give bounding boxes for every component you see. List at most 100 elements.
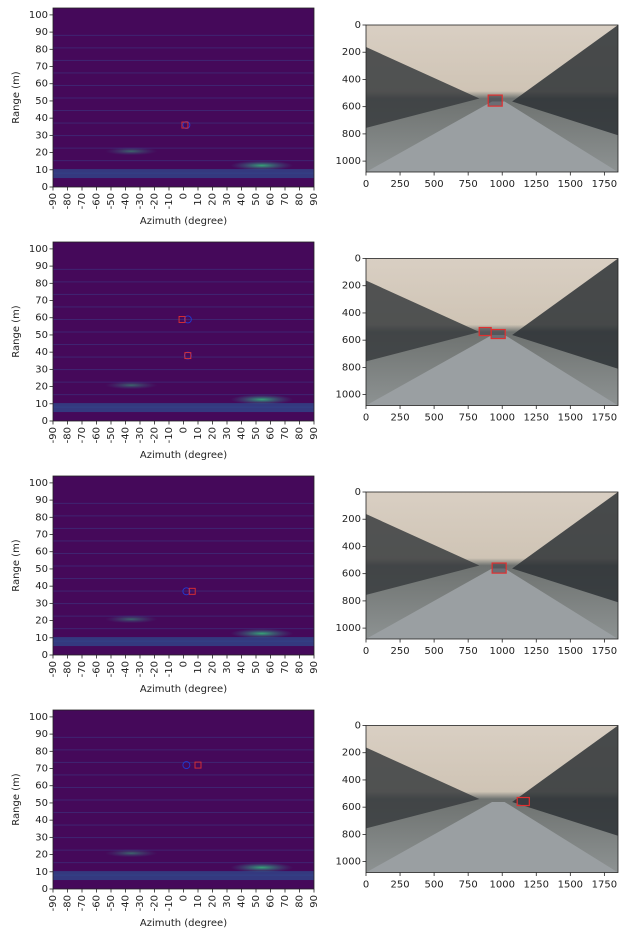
- x-tick-label: 1750: [592, 179, 617, 190]
- x-tick-label: 1750: [592, 646, 617, 657]
- camera-panel: 0 250 500 750 1000 1250 1500 1750 0 200 400 600 800 1…: [336, 721, 619, 891]
- heatmap-streak: [53, 515, 314, 517]
- y-tick-label: 50: [35, 96, 48, 107]
- y-tick-label: 40: [35, 815, 48, 826]
- heatmap-blob: [230, 862, 294, 873]
- heatmap-streak: [53, 293, 314, 295]
- heatmap-streak: [53, 749, 314, 751]
- detection-marker: [183, 351, 192, 360]
- heatmap-streak: [53, 603, 314, 605]
- x-tick-label: -20: [150, 193, 161, 209]
- x-tick-label: 1000: [489, 646, 514, 657]
- x-tick-label: 10: [193, 895, 204, 908]
- x-tick-label: 0: [179, 427, 190, 433]
- x-tick-label: 10: [193, 193, 204, 206]
- axes-frame: [365, 24, 619, 173]
- heatmap-streak: [53, 344, 314, 346]
- bounding-box: [516, 796, 530, 807]
- heatmap-blob: [105, 147, 158, 156]
- x-tick-label: 50: [251, 661, 262, 674]
- x-tick-label: 30: [222, 427, 233, 440]
- heatmap-streak: [53, 34, 314, 36]
- heatmap-streak: [53, 540, 314, 542]
- x-tick-label: 40: [237, 895, 248, 908]
- x-tick-label: 20: [208, 661, 219, 674]
- heatmap-streak: [53, 736, 314, 738]
- x-tick-label: -70: [77, 895, 88, 911]
- trees-right: [512, 492, 618, 603]
- y-tick-label: 0: [355, 20, 361, 31]
- heatmap-blob: [230, 628, 294, 639]
- x-tick-label: -80: [63, 193, 74, 209]
- x-tick-label: 1000: [489, 413, 514, 424]
- x-axis-label: Azimuth (degree): [140, 918, 227, 928]
- x-tick-label: 70: [280, 193, 291, 206]
- y-tick-label: 400: [342, 74, 361, 85]
- y-tick-label: 600: [342, 102, 361, 113]
- x-tick-label: 1500: [558, 413, 583, 424]
- detection-marker: [182, 121, 191, 129]
- x-tick-label: 30: [222, 895, 233, 908]
- y-tick-label: 70: [35, 62, 48, 73]
- x-tick-label: 10: [193, 427, 204, 440]
- y-tick-label: 30: [35, 130, 48, 141]
- heatmap-streak: [53, 47, 314, 49]
- x-tick-label: 0: [363, 413, 369, 424]
- y-tick-label: 80: [35, 512, 48, 523]
- y-tick-label: 10: [35, 633, 48, 644]
- x-tick-label: -90: [48, 193, 59, 209]
- x-axis-label: Azimuth (degree): [140, 450, 227, 461]
- road: [366, 101, 618, 172]
- x-tick-label: -20: [150, 427, 161, 443]
- heatmap-near-band: [53, 169, 314, 179]
- heatmap-streak: [53, 97, 314, 99]
- radar-panel: -90 -80 -70 -60 -50 -40 -30 -20 -10 0 10 20 30 40 50 60…: [11, 241, 320, 461]
- y-axis-label: Range (m): [11, 539, 22, 592]
- road: [366, 568, 618, 639]
- x-tick-label: 70: [280, 895, 291, 908]
- x-tick-label: -60: [92, 895, 103, 911]
- x-tick-label: 60: [266, 193, 277, 206]
- x-tick-label: 250: [391, 179, 410, 190]
- trees-left: [366, 280, 480, 362]
- y-tick-label: 60: [35, 313, 48, 324]
- y-tick-label: 80: [35, 44, 48, 55]
- y-tick-label: 90: [35, 261, 48, 272]
- road: [366, 801, 618, 873]
- y-tick-label: 100: [29, 10, 48, 21]
- heatmap-streak: [53, 84, 314, 86]
- y-tick-label: 50: [35, 798, 48, 809]
- y-tick-label: 90: [35, 495, 48, 506]
- x-tick-label: -80: [63, 427, 74, 443]
- x-tick-label: 1000: [489, 179, 514, 190]
- x-tick-label: -60: [92, 193, 103, 209]
- axes-frame: [365, 725, 619, 873]
- road: [366, 334, 618, 406]
- x-tick-label: -10: [164, 427, 175, 443]
- radar-panel: -90 -80 -70 -60 -50 -40 -30 -20 -10 0 10 20 30 40 50 60…: [11, 475, 320, 695]
- y-tick-label: 800: [342, 129, 361, 140]
- y-tick-label: 600: [342, 802, 361, 813]
- x-tick-label: -30: [135, 661, 146, 677]
- x-tick-label: 30: [222, 661, 233, 674]
- y-axis-label: Range (m): [11, 305, 22, 358]
- trees-right: [512, 25, 618, 136]
- y-tick-label: 40: [35, 581, 48, 592]
- detection-marker: [183, 315, 192, 324]
- heatmap-streak: [53, 527, 314, 529]
- x-tick-label: -50: [106, 193, 117, 209]
- trees-right: [512, 258, 618, 369]
- y-tick-label: 0: [42, 416, 48, 427]
- y-tick-label: 100: [29, 244, 48, 255]
- y-tick-label: 1000: [336, 857, 361, 868]
- y-tick-label: 800: [342, 829, 361, 840]
- heatmap-streak: [53, 862, 314, 864]
- heatmap-streak: [53, 306, 314, 308]
- x-tick-label: -50: [106, 661, 117, 677]
- axes-frame: [365, 491, 619, 640]
- x-tick-label: 1000: [489, 880, 514, 891]
- x-tick-label: 250: [391, 646, 410, 657]
- x-tick-label: -60: [92, 427, 103, 443]
- y-tick-label: 80: [35, 746, 48, 757]
- x-tick-label: 0: [363, 179, 369, 190]
